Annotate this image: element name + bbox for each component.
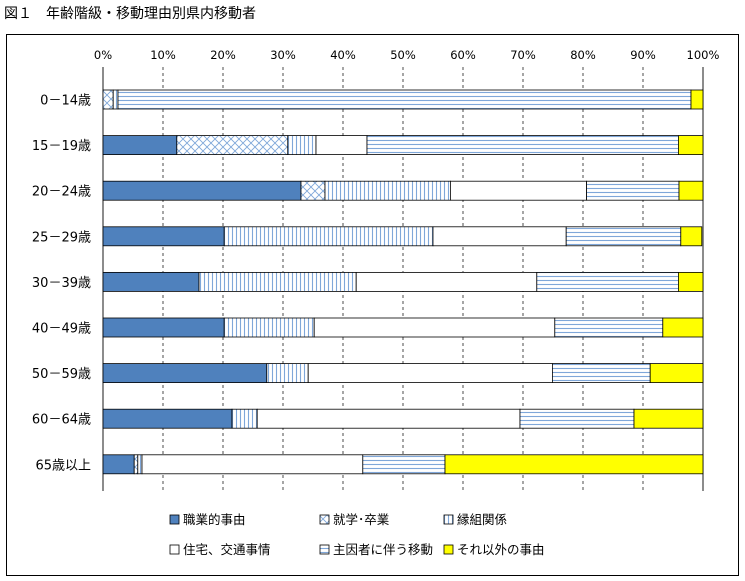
- bar-segment: [362, 454, 446, 475]
- figure-title: 図１ 年齢階級・移動理由別県内移動者: [4, 6, 256, 22]
- bar-segment: [223, 226, 434, 247]
- bar-segment: [662, 317, 704, 338]
- bar-segment: [444, 454, 704, 475]
- category-labels: 0－14歳 15－19歳 20－24歳 25－29歳 30－39歳 40－49歳 50－59…: [32, 94, 91, 474]
- chart-frame: 0% 10% 20% 30% 40% 50% 60% 70% 80% 90% 100% 0－14歳 1…: [6, 34, 739, 576]
- bar-segment: [112, 89, 119, 110]
- bar-segment: [117, 89, 692, 110]
- bar-segment: [355, 271, 538, 292]
- category-label: 15－19歳: [32, 139, 91, 154]
- x-tick-label: 40%: [330, 48, 356, 62]
- bar-segment: [315, 135, 368, 155]
- legend-swatch: [319, 544, 330, 555]
- legend-swatch: [319, 514, 330, 525]
- x-tick-label: 90%: [630, 48, 656, 62]
- legend-label: 就学･卒業: [333, 512, 390, 527]
- legend-label: 主因者に伴う移動: [333, 542, 433, 557]
- bar-segment: [565, 226, 682, 247]
- bar-segment: [680, 226, 703, 247]
- legend-label: 住宅、交通事情: [183, 542, 271, 557]
- bar-segment: [266, 363, 309, 384]
- bar-segment: [449, 180, 587, 201]
- bar-segment: [690, 89, 704, 110]
- bar-segment: [102, 180, 302, 201]
- bar-segment: [649, 363, 704, 384]
- category-label: 40－49歳: [32, 322, 91, 337]
- bar-segment: [102, 317, 225, 338]
- bar-segment: [198, 271, 357, 292]
- bar-segment: [256, 408, 521, 429]
- x-tick-label: 100%: [687, 48, 720, 62]
- bar-segment: [102, 226, 225, 247]
- bar-segment: [102, 89, 114, 110]
- bar-segment: [223, 317, 315, 338]
- bar-segment: [586, 180, 680, 201]
- bar-segment: [307, 363, 553, 384]
- bar-segment: [552, 363, 651, 384]
- bar-segment: [287, 135, 317, 155]
- x-tick-label: 80%: [570, 48, 596, 62]
- category-label: 0－14歳: [40, 94, 91, 109]
- legend-swatch: [443, 514, 454, 525]
- bar-segment: [133, 454, 139, 475]
- category-label: 20－24歳: [32, 185, 91, 200]
- x-tick-label: 20%: [210, 48, 236, 62]
- category-label: 25－29歳: [32, 230, 91, 245]
- bar-segment: [102, 454, 135, 475]
- bar-segment: [324, 180, 451, 201]
- bar-segment: [536, 271, 679, 292]
- stacked-bar-chart: 0% 10% 20% 30% 40% 50% 60% 70% 80% 90% 100% 0－14歳 1…: [32, 48, 720, 557]
- x-tick-label: 70%: [510, 48, 536, 62]
- bar-segment: [300, 180, 326, 201]
- category-label: 65歳以上: [35, 458, 91, 473]
- legend-label: 縁組関係: [457, 512, 507, 527]
- bar-segments: [102, 89, 704, 475]
- bar-segment: [141, 454, 364, 475]
- bar-segment: [678, 135, 704, 155]
- bar-segment: [231, 408, 258, 429]
- bar-segment: [102, 135, 178, 155]
- legend-label: 職業的事由: [183, 512, 246, 527]
- bar-segment: [519, 408, 635, 429]
- legend-swatch: [169, 514, 180, 525]
- bar-segment: [554, 317, 664, 338]
- bar-segment: [102, 363, 268, 384]
- x-tick-label: 50%: [390, 48, 416, 62]
- bar-segment: [137, 454, 143, 475]
- x-tick-label: 0%: [94, 48, 112, 62]
- bar-segment: [366, 135, 679, 155]
- legend-swatch: [443, 544, 454, 555]
- bar-segment: [176, 135, 289, 155]
- x-tick-label: 30%: [270, 48, 296, 62]
- bar-segment: [678, 271, 704, 292]
- bar-segment: [678, 180, 704, 201]
- bar-segment: [102, 408, 233, 429]
- bar-segment: [102, 271, 200, 292]
- x-tick-labels: 0% 10% 20% 30% 40% 50% 60% 70% 80% 90% 100%: [94, 48, 720, 62]
- bar-segment: [432, 226, 567, 247]
- bar-segment: [633, 408, 704, 429]
- bar-segment: [313, 317, 556, 338]
- x-tick-label: 10%: [150, 48, 176, 62]
- category-label: 30－39歳: [32, 276, 91, 291]
- category-label: 50－59歳: [32, 367, 91, 382]
- legend-label: それ以外の事由: [457, 542, 545, 557]
- x-tick-label: 60%: [450, 48, 476, 62]
- category-label: 60－64歳: [32, 413, 91, 428]
- legend-swatch: [169, 544, 180, 555]
